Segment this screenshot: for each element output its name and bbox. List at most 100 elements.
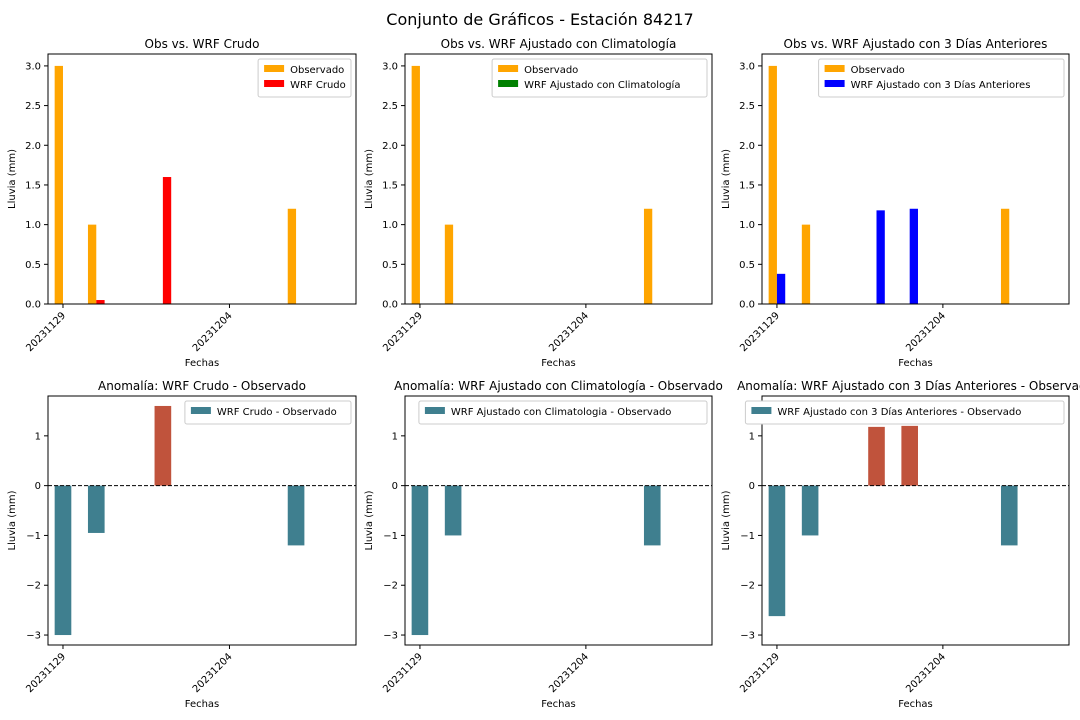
x-axis-label: Fechas (898, 358, 933, 369)
figure-title: Conjunto de Gráficos - Estación 84217 (386, 10, 694, 29)
legend-label: WRF Ajustado con Climatologia - Observad… (451, 407, 672, 418)
y-tick-label: −3 (740, 631, 755, 642)
y-tick-label: 0 (35, 481, 41, 492)
bar-0-series-1 (768, 65, 777, 304)
y-tick-label: 0.5 (25, 260, 41, 271)
y-tick-label: 1.0 (25, 220, 41, 231)
plot-area (405, 485, 712, 636)
x-tick-label: 20231204 (547, 310, 591, 354)
legend-box (184, 400, 352, 425)
x-tick-label: 20231204 (191, 310, 235, 354)
axes-frame (404, 395, 713, 646)
bar-1-series-1 (87, 224, 97, 304)
x-axis-label: Fechas (541, 358, 576, 369)
y-tick-label: 0.5 (382, 260, 398, 271)
chart-title: Obs vs. WRF Ajustado con Climatología (441, 37, 677, 51)
bar-1-series-1 (801, 224, 811, 304)
legend-label: WRF Crudo - Observado (217, 407, 337, 418)
bar-7-series-1 (287, 485, 305, 546)
x-tick-label: 20231129 (24, 310, 68, 354)
plot-area (768, 65, 1010, 304)
axes-frame (47, 53, 357, 305)
x-tick-label: 20231129 (381, 310, 425, 354)
bar-3-series-1 (868, 426, 885, 486)
bar-0-series-2 (776, 273, 786, 304)
y-tick-label: 1.5 (739, 180, 755, 191)
legend: Observado WRF Ajustado con Climatología (491, 58, 708, 98)
legend-box (491, 58, 708, 98)
y-tick-label: 1.0 (382, 220, 398, 231)
y-axis-label: Lluvia (mm) (721, 490, 732, 550)
bar-0-series-1 (54, 485, 72, 636)
y-axis-label: Lluvia (mm) (7, 149, 18, 209)
bar-1-series-1 (444, 224, 454, 304)
chart-title: Anomalía: WRF Ajustado con 3 Días Anteri… (737, 379, 1080, 393)
x-tick-label: 20231129 (738, 651, 782, 695)
legend-swatch (190, 407, 211, 414)
plot-area (48, 405, 356, 636)
y-tick-label: 0 (392, 481, 398, 492)
legend: WRF Ajustado con 3 Días Anteriores - Obs… (744, 400, 1065, 425)
bar-1-series-1 (444, 485, 462, 536)
axes-frame (404, 53, 713, 305)
axes-frame (47, 395, 357, 646)
y-tick-label: −3 (383, 631, 398, 642)
y-tick-label: 2.0 (739, 141, 755, 152)
axes-frame (761, 395, 1070, 646)
plot-area (54, 65, 297, 304)
x-tick-label: 20231204 (904, 310, 948, 354)
bar-3-series-1 (154, 405, 172, 486)
bar-1-series-2 (96, 300, 105, 304)
y-axis-label: Lluvia (mm) (364, 490, 375, 550)
legend-label: Observado (290, 65, 344, 76)
y-tick-label: 1 (749, 431, 755, 442)
bar-0-series-1 (768, 485, 786, 617)
y-tick-label: 1.0 (739, 220, 755, 231)
legend-swatch (424, 407, 445, 414)
y-tick-label: 2.5 (382, 101, 398, 112)
y-tick-label: 0.0 (382, 300, 398, 311)
chart-title: Anomalía: WRF Crudo - Observado (98, 379, 306, 393)
plot-area (411, 65, 653, 304)
y-tick-label: 2.0 (382, 141, 398, 152)
plot-area (762, 425, 1069, 617)
legend: WRF Crudo - Observado (184, 400, 352, 425)
legend-box (418, 400, 708, 425)
bar-3-series-2 (162, 177, 172, 304)
x-tick-label: 20231129 (381, 651, 425, 695)
chart-panel-1: 0.0 0.5 1.0 1.5 2.0 2.5 3.0 20231129 20231204 Fec… (7, 37, 357, 369)
legend-swatch (264, 65, 285, 72)
legend-swatch (498, 80, 519, 87)
y-axis-label: Lluvia (mm) (7, 490, 18, 550)
chart-panel-6: −3 −2 −1 0 1 20231129 20231204 Fechas Lluvia (mm… (721, 379, 1080, 710)
y-tick-label: 2.5 (25, 101, 41, 112)
y-axis-label: Lluvia (mm) (364, 149, 375, 209)
legend-label: WRF Ajustado con 3 Días Anteriores (851, 79, 1031, 91)
bar-7-series-1 (1000, 208, 1010, 304)
legend-swatch (824, 65, 845, 72)
bar-3-series-2 (876, 210, 885, 304)
chart-panel-2: 0.0 0.5 1.0 1.5 2.0 2.5 3.0 20231129 20231204 Fec… (364, 37, 713, 369)
bar-0-series-1 (411, 65, 420, 304)
y-tick-label: 0.5 (739, 260, 755, 271)
y-tick-label: 0 (749, 481, 755, 492)
legend-label: Observado (851, 65, 905, 76)
x-tick-label: 20231129 (24, 651, 68, 695)
legend-label: WRF Crudo (290, 80, 346, 91)
bar-4-series-2 (909, 208, 918, 304)
legend-swatch (824, 80, 845, 87)
bar-0-series-1 (54, 65, 63, 304)
legend-label: WRF Ajustado con Climatología (524, 79, 680, 91)
axes-frame (761, 53, 1070, 305)
legend-label: Observado (524, 65, 578, 76)
x-axis-label: Fechas (185, 699, 220, 710)
chart-title: Anomalía: WRF Ajustado con Climatología … (394, 379, 723, 393)
y-tick-label: 3.0 (25, 61, 41, 72)
y-tick-label: 2.0 (25, 141, 41, 152)
x-tick-label: 20231204 (191, 651, 235, 695)
chart-panel-4: −3 −2 −1 0 1 20231129 20231204 Fechas Lluvia (mm… (7, 379, 357, 710)
legend-label: WRF Ajustado con 3 Días Anteriores - Obs… (777, 406, 1021, 418)
x-axis-label: Fechas (185, 358, 220, 369)
chart-panel-3: 0.0 0.5 1.0 1.5 2.0 2.5 3.0 20231129 20231204 Fec… (721, 37, 1070, 369)
